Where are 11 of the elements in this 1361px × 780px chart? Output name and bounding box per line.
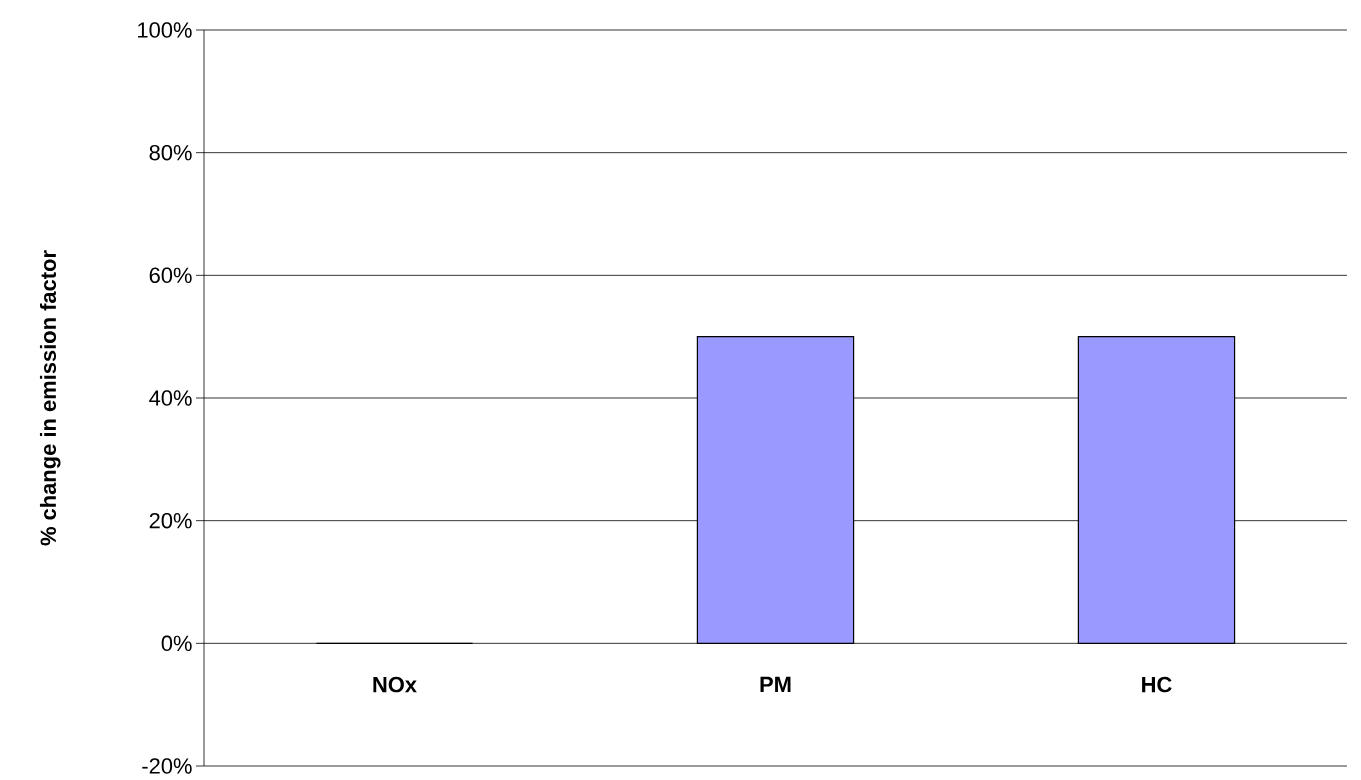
x-tick-label: HC bbox=[1142, 676, 1172, 693]
y-tick-label: 40% bbox=[149, 390, 192, 406]
y-tick-label: 80% bbox=[149, 144, 192, 161]
y-tick-label: 0% bbox=[161, 635, 192, 652]
y-tick-label: 60% bbox=[149, 267, 192, 284]
y-tick-label: 100% bbox=[138, 22, 192, 38]
y-axis-title: % change in emission factor bbox=[39, 250, 61, 546]
x-tick-label: NOx bbox=[373, 676, 417, 693]
y-tick-label: 20% bbox=[149, 512, 192, 529]
x-tick-label: PM bbox=[760, 676, 791, 692]
y-tick-label: -20% bbox=[142, 758, 192, 774]
